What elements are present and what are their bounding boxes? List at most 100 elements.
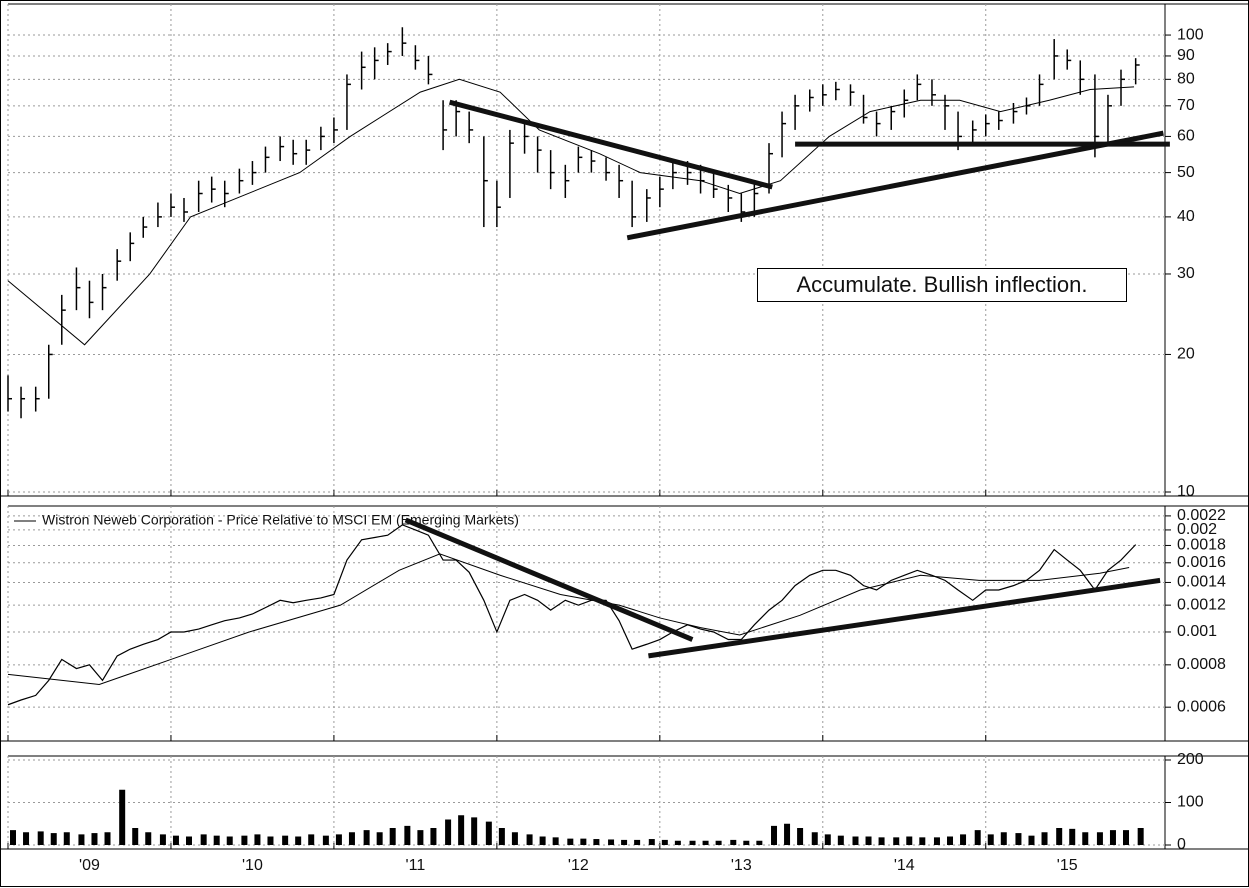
volume-bar: [132, 828, 139, 845]
volume-bar: [960, 834, 967, 845]
volume-bar: [498, 828, 505, 845]
volume-bar: [608, 839, 615, 845]
y-tick-label: 0.002: [1177, 521, 1217, 538]
volume-bar: [771, 825, 778, 845]
volume-bar: [267, 836, 274, 845]
volume-bar: [458, 815, 465, 845]
moving-average: [7, 78, 1135, 346]
volume-bar: [1015, 833, 1022, 845]
volume-bar: [634, 839, 641, 845]
volume-bar: [526, 834, 533, 845]
volume-bar: [1069, 828, 1076, 845]
volume-bar: [689, 840, 696, 845]
volume-bar: [63, 832, 70, 845]
volume-bar: [987, 834, 994, 845]
volume-bar: [906, 836, 913, 845]
trendline: [626, 130, 1164, 241]
volume-bar: [933, 837, 940, 845]
volume-bar: [784, 823, 791, 845]
volume-bar: [539, 836, 546, 845]
volume-bar: [661, 839, 668, 845]
trendline: [448, 99, 773, 190]
y-tick-label: 50: [1177, 164, 1195, 181]
annotation: Accumulate. Bullish inflection.: [757, 268, 1127, 302]
volume-bar: [185, 836, 192, 845]
volume-bar: [593, 839, 600, 845]
volume-bar: [445, 819, 452, 845]
volume-bar: [947, 836, 954, 845]
y-tick-label: 0: [1177, 836, 1186, 853]
volume-bar: [1028, 835, 1035, 845]
volume-bar: [621, 839, 628, 845]
volume-bar: [282, 835, 289, 845]
trendline: [404, 517, 694, 642]
volume-bar: [37, 831, 44, 845]
y-tick-label: 0.0006: [1177, 698, 1226, 715]
volume-bar: [1096, 832, 1103, 845]
volume-bar: [200, 834, 207, 845]
volume-bar: [552, 837, 559, 845]
legend-label: Wistron Neweb Corporation - Price Relati…: [42, 512, 519, 528]
y-tick-label: 0.001: [1177, 623, 1217, 640]
volume-bar: [811, 832, 818, 845]
y-tick-label: 0.0022: [1177, 507, 1226, 524]
volume-bar: [119, 789, 126, 845]
moving-average: [7, 553, 1130, 685]
y-tick-label: 30: [1177, 265, 1195, 282]
volume-bar: [172, 835, 179, 845]
volume-bar: [295, 836, 302, 845]
volume-bar: [919, 837, 926, 845]
volume-bar: [648, 839, 655, 845]
volume-bar: [10, 830, 16, 845]
volume-bar: [702, 840, 709, 845]
volume-bar: [743, 840, 750, 845]
y-tick-label: 10: [1177, 483, 1195, 500]
volume-bar: [852, 836, 859, 845]
volume-bar: [1041, 832, 1048, 845]
y-tick-label: 20: [1177, 346, 1195, 363]
volume-bar: [145, 832, 152, 845]
volume-bar: [567, 838, 574, 845]
x-tick-label: '14: [894, 857, 915, 874]
volume-bar: [335, 834, 342, 845]
volume-bar: [1109, 830, 1116, 845]
volume-bar: [974, 830, 981, 845]
volume-bar: [104, 832, 111, 845]
volume-bar: [91, 833, 98, 845]
volume-bar: [78, 834, 85, 845]
y-tick-label: 70: [1177, 97, 1195, 114]
volume-bar: [1056, 828, 1063, 845]
y-tick-label: 0.0018: [1177, 537, 1226, 554]
volume-bar: [756, 840, 763, 845]
y-tick-label: 200: [1177, 751, 1204, 768]
volume-bar: [893, 837, 900, 845]
volume-bar: [50, 833, 57, 845]
volume-bar: [376, 832, 383, 845]
x-tick-label: '11: [406, 857, 426, 874]
y-tick-label: 0.0016: [1177, 554, 1226, 571]
volume-bar: [226, 836, 233, 845]
volume-bar: [322, 835, 329, 845]
volume-bar: [389, 828, 396, 845]
volume-bar: [511, 832, 518, 845]
volume-bar: [674, 840, 681, 845]
x-tick-label: '09: [79, 857, 100, 874]
volume-bar: [404, 825, 411, 845]
x-tick-label: '15: [1057, 857, 1078, 874]
volume-bar: [417, 830, 424, 845]
volume-bar: [1123, 830, 1130, 845]
trendline: [648, 577, 1161, 659]
volume-bar: [159, 834, 166, 845]
relative-line: [7, 524, 1137, 706]
volume-bar: [254, 834, 261, 845]
y-tick-label: 40: [1177, 208, 1195, 225]
volume-bar: [837, 835, 844, 845]
volume-bar: [485, 821, 492, 845]
volume-bar: [241, 835, 248, 845]
x-tick-label: '13: [731, 857, 752, 874]
volume-bar: [471, 817, 478, 845]
volume-bar: [1000, 832, 1007, 845]
volume-bar: [730, 839, 737, 845]
